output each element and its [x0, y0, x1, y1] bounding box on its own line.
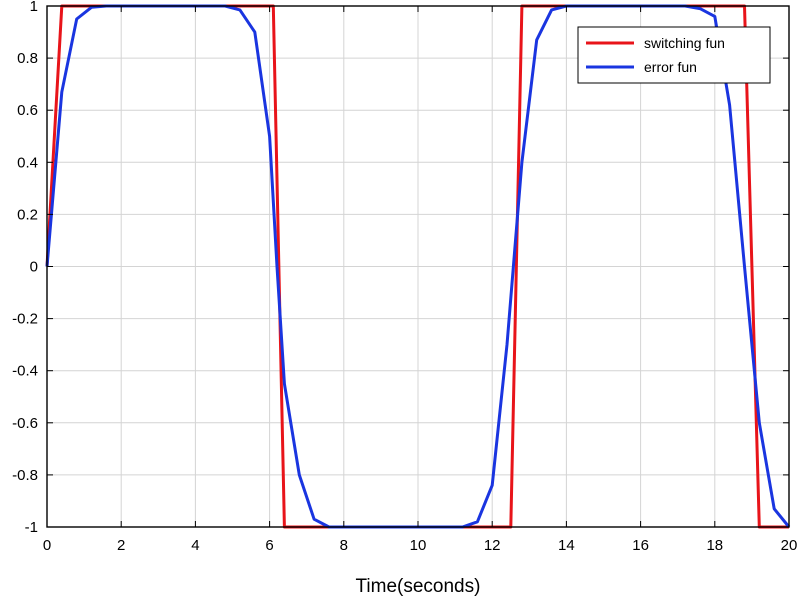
grid — [46, 5, 790, 528]
x-tick-label: 6 — [265, 537, 273, 554]
y-tick-label: -0.4 — [12, 363, 38, 380]
x-tick-label: 18 — [706, 537, 723, 554]
x-tick-label: 10 — [410, 537, 427, 554]
axis-ticks: 0 2 4 6 8 10 12 14 16 18 20 -1 -0.8 -0.6 -0.4 -0.2 0 0.2 0… — [12, 0, 797, 554]
y-tick-label: 1 — [30, 0, 38, 15]
x-tick-label: 12 — [484, 537, 501, 554]
legend-label-switching-fun: switching fun — [644, 35, 725, 51]
y-tick-label: -1 — [25, 519, 38, 536]
y-tick-label: -0.2 — [12, 311, 38, 328]
y-tick-label: 0.4 — [17, 154, 38, 171]
x-axis-title: Time(seconds) — [356, 576, 481, 597]
y-tick-label: -0.8 — [12, 467, 38, 484]
x-tick-label: 8 — [340, 537, 348, 554]
x-tick-label: 14 — [558, 537, 575, 554]
x-tick-label: 2 — [117, 537, 125, 554]
x-tick-label: 16 — [632, 537, 649, 554]
y-tick-label: 0 — [30, 259, 38, 276]
x-tick-label: 20 — [781, 537, 798, 554]
legend-box — [577, 26, 771, 84]
legend: switching fun error fun — [577, 26, 771, 84]
y-tick-label: 0.2 — [17, 206, 38, 223]
x-tick-label: 4 — [191, 537, 199, 554]
y-tick-label: -0.6 — [12, 415, 38, 432]
y-tick-label: 0.6 — [17, 102, 38, 119]
y-tick-label: 0.8 — [17, 50, 38, 67]
legend-label-error-fun: error fun — [644, 59, 697, 75]
x-tick-label: 0 — [43, 537, 51, 554]
